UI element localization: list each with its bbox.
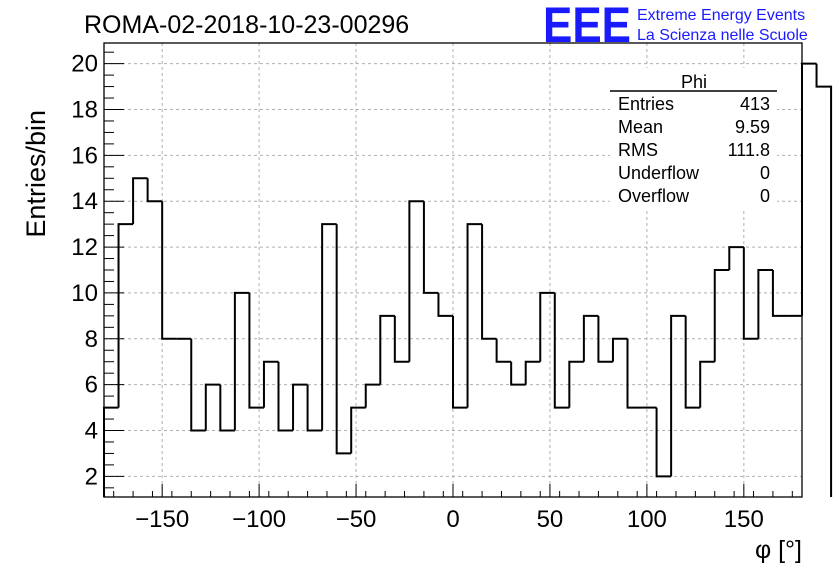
histogram-bin [321,223,337,431]
histogram-bin [132,177,148,225]
histogram-bin [350,406,366,454]
histogram-bin [815,63,833,497]
y-tick-label: 18 [71,96,98,123]
stats-title: Phi [681,72,707,92]
histogram-bin [481,224,497,340]
y-tick-label: 14 [71,188,98,215]
histogram-bin [190,338,206,432]
histogram-bin [495,338,512,363]
stats-box: Phi Entries 413 Mean 9.59 RMS 111.8 Underflow 0… [610,68,777,211]
eee-logo: EEE [543,0,631,53]
x-tick-label: 150 [724,506,764,533]
y-tick-label: 12 [71,234,98,261]
histogram-bin [713,269,730,362]
stats-row-value: 0 [760,186,770,206]
histogram-bin [219,384,235,432]
logo-line-2: La Scienza nelle Scuole [637,27,808,44]
stats-row-label: Underflow [618,163,700,183]
y-tick-label: 8 [85,326,98,353]
stats-row-label: Entries [618,94,674,114]
stats-background [610,68,777,211]
histogram-bars [103,62,833,497]
stats-row-label: Mean [618,117,663,137]
histogram-bin [292,383,308,431]
y-axis-label: Entries/bin [21,110,51,238]
histogram-bin [742,247,759,340]
histogram-bin [771,270,788,317]
chart-title: ROMA-02-2018-10-23-00296 [84,11,409,39]
histogram-bin [670,314,686,477]
histogram-bin [553,292,570,409]
histogram-bin [524,360,541,385]
stats-row-label: Overflow [618,186,690,206]
axis-ticks [104,51,793,497]
histogram-bin [597,315,613,363]
stats-row-value: 0 [760,163,770,183]
histogram-bin [452,315,468,409]
histogram-bin [582,314,599,362]
histogram-bin [103,406,119,497]
x-axis-label: φ [°] [755,536,802,564]
histogram-bin [422,201,439,294]
stats-row-value: 9.59 [735,117,770,137]
histogram-bin [757,269,773,339]
histogram-bin [204,383,221,431]
stats-row-value: 111.8 [728,140,770,160]
histogram-bin [393,315,410,363]
histogram-bin [626,338,643,409]
histogram-bin [466,223,483,408]
x-tick-label: 100 [627,506,667,533]
histogram-bin [248,292,264,409]
logo-line-1: Extreme Energy Events [637,7,805,24]
stats-row-value: 413 [740,94,770,114]
y-tick-label: 10 [71,280,98,307]
x-tick-label: 50 [537,506,564,533]
histogram-bin [146,178,163,203]
x-tick-label: −50 [336,506,377,533]
stats-row-label: RMS [618,140,658,160]
histogram-bin [335,224,352,455]
y-tick-label: 16 [71,142,98,169]
histogram-bin [437,292,453,317]
histogram-bin [161,201,177,340]
histogram-bin [364,383,381,408]
stats-rows: Entries 413 Mean 9.59 RMS 111.8 Underflow 0 Over… [618,94,770,206]
histogram-bin [655,407,672,478]
histogram-bin [277,361,294,432]
histogram-bin [117,223,134,408]
histogram-bin [233,291,250,431]
tick-labels: −150 −100 −50 0 50 100 150 2 4 6 8 10 12 14 16 18 20 [71,51,764,533]
x-tick-label: −100 [232,506,286,533]
y-tick-label: 2 [85,463,98,490]
histogram-bin [408,200,424,362]
histogram-bin [611,337,628,362]
histogram-bin [262,360,279,408]
y-tick-label: 20 [71,51,98,78]
histogram-bin [306,384,323,432]
histogram-bin [699,360,715,408]
x-tick-label: 0 [446,506,459,533]
histogram-bin [379,314,395,385]
histogram-bin [684,315,701,409]
histogram-bin [510,361,526,386]
histogram-bin [728,246,744,270]
histogram-bin [568,360,584,408]
y-tick-label: 4 [85,418,98,445]
histogram-bin [539,291,555,362]
x-tick-label: −150 [135,506,189,533]
histogram-bin [801,62,817,316]
y-tick-label: 6 [85,372,98,399]
